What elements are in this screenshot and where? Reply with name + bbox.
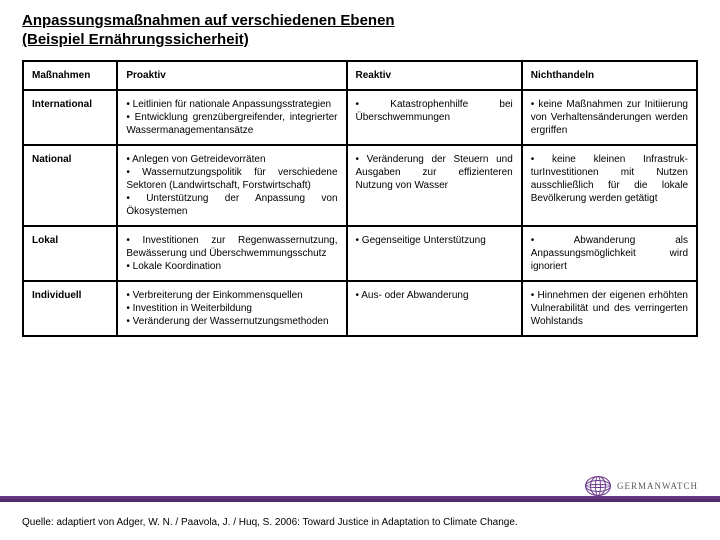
table-row: Individuell • Verbreiterung der Einkomme…: [23, 281, 697, 336]
globe-icon: [585, 476, 611, 496]
cell-proaktiv: • Anlegen von Getreidevorräten• Wassernu…: [117, 145, 346, 226]
cell-reaktiv: • Aus- oder Abwanderung: [347, 281, 522, 336]
footer-bar: [0, 496, 720, 502]
slide-title: Anpassungsmaßnahmen auf verschiedenen Eb…: [22, 12, 698, 29]
cell-nicht: • Hinnehmen der eigenen erhöhten Vulnera…: [522, 281, 697, 336]
table-header-row: Maßnahmen Proaktiv Reaktiv Nichthandeln: [23, 61, 697, 90]
adaptation-table: Maßnahmen Proaktiv Reaktiv Nichthandeln …: [22, 60, 698, 337]
cell-proaktiv: • Verbreiterung der Einkommens­quellen• …: [117, 281, 346, 336]
cell-reaktiv: • Katastrophenhilfe bei Überschwemmungen: [347, 90, 522, 145]
cell-nicht: • Abwanderung als Anpassungsmöglichkeit …: [522, 226, 697, 281]
row-label: National: [23, 145, 117, 226]
header-reaktiv: Reaktiv: [347, 61, 522, 90]
germanwatch-logo: GERMANWATCH: [585, 476, 698, 496]
cell-reaktiv: • Gegenseitige Unterstützung: [347, 226, 522, 281]
cell-proaktiv: • Leitlinien für nationale Anpassungsstr…: [117, 90, 346, 145]
cell-reaktiv: • Veränderung der Steuern und Ausgaben z…: [347, 145, 522, 226]
table-row: National • Anlegen von Getreidevorräten•…: [23, 145, 697, 226]
row-label: Individuell: [23, 281, 117, 336]
cell-proaktiv: • Investitionen zur Regenwasser­nutzung,…: [117, 226, 346, 281]
cell-nicht: • keine Maßnahmen zur Initiierung von Ve…: [522, 90, 697, 145]
cell-nicht: • keine kleinen Infrastruk­turInvestitio…: [522, 145, 697, 226]
row-label: International: [23, 90, 117, 145]
header-proaktiv: Proaktiv: [117, 61, 346, 90]
header-nichthandeln: Nichthandeln: [522, 61, 697, 90]
source-citation: Quelle: adaptiert von Adger, W. N. / Paa…: [22, 517, 518, 528]
row-label: Lokal: [23, 226, 117, 281]
table-row: Lokal • Investitionen zur Regenwasser­nu…: [23, 226, 697, 281]
slide-subtitle: (Beispiel Ernährungssicherheit): [22, 31, 698, 48]
slide: Anpassungsmaßnahmen auf verschiedenen Eb…: [0, 0, 720, 337]
logo-text: GERMANWATCH: [617, 481, 698, 491]
header-massnahmen: Maßnahmen: [23, 61, 117, 90]
table-row: International • Leitlinien für nationale…: [23, 90, 697, 145]
